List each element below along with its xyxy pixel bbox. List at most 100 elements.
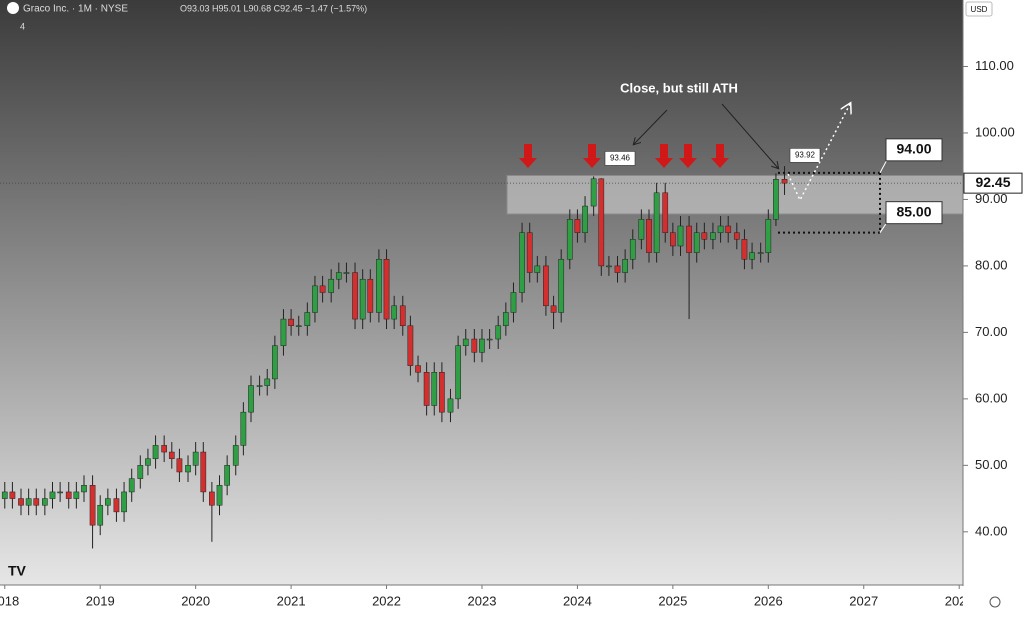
candle-body: [319, 285, 326, 293]
x-tick-label: 2019: [86, 593, 115, 608]
y-tick-label: 80.00: [975, 257, 1008, 272]
candle-body: [765, 219, 772, 253]
candle-body: [256, 385, 263, 387]
candle-body: [335, 272, 342, 280]
price-axis-panel: [963, 0, 1024, 617]
candle-body: [176, 458, 183, 473]
candle-body: [495, 325, 502, 340]
candle-body: [89, 485, 96, 526]
candle-body: [161, 445, 168, 453]
indicator-count: 4: [20, 21, 25, 31]
candle-body: [638, 219, 645, 240]
candle-body: [359, 278, 366, 320]
candle-body: [232, 445, 239, 466]
candle-body: [510, 292, 517, 313]
candle-body: [168, 451, 175, 459]
candle-body: [502, 312, 509, 326]
red-arrows: [519, 144, 729, 168]
projection-path: [787, 104, 850, 202]
candle-body: [104, 498, 111, 506]
x-tick-label: 2018: [0, 593, 19, 608]
candle-body: [462, 338, 469, 346]
candle-body: [9, 491, 16, 499]
x-tick-label: 2020: [181, 593, 210, 608]
x-tick-label: 2025: [658, 593, 687, 608]
currency-box[interactable]: [965, 1, 993, 17]
candle-body: [733, 232, 740, 240]
candle-body: [343, 272, 350, 274]
candle-body: [479, 338, 485, 353]
candle-body: [574, 219, 581, 233]
x-tick-label: 2026: [754, 593, 783, 608]
candle-body: [391, 305, 398, 320]
candle-body: [455, 345, 461, 400]
candle-body: [423, 372, 430, 406]
candle-body: [73, 491, 80, 499]
candle-body: [209, 491, 215, 506]
settings-icon[interactable]: [989, 596, 1001, 608]
candle-body: [701, 232, 708, 240]
candle-body: [185, 465, 191, 473]
callout-label: 93.92: [795, 150, 816, 159]
level-label: 85.00: [896, 203, 931, 219]
candle-body: [566, 219, 573, 260]
symbol: Graco Inc. · 1M · NYSE: [23, 4, 128, 15]
candle-body: [57, 491, 63, 494]
candle-body: [741, 239, 748, 260]
candle-body: [128, 478, 135, 493]
candle-body: [18, 498, 24, 506]
candle-body: [145, 458, 151, 466]
candle-body: [264, 378, 271, 386]
candle-body: [670, 232, 676, 247]
candle-body: [280, 318, 287, 346]
callout-box: [789, 148, 821, 163]
candle-body: [224, 465, 230, 486]
candle-body: [376, 259, 382, 313]
last-price-label: 92.45: [975, 174, 1010, 190]
candle-body: [49, 491, 56, 499]
candle-body: [646, 219, 652, 253]
candle-body: [614, 265, 621, 273]
candle-body: [677, 225, 684, 247]
currency[interactable]: USD: [971, 5, 988, 14]
annotation-arrow: [721, 103, 778, 168]
axis-corner: [963, 586, 987, 617]
candle-body: [272, 345, 278, 380]
plot-background: [0, 0, 963, 585]
candle-body: [582, 205, 588, 233]
candle-body: [781, 179, 788, 184]
level-box: [885, 138, 943, 162]
candle-body: [447, 398, 454, 413]
annotation-arrow: [634, 109, 668, 144]
candle-body: [25, 498, 32, 506]
y-tick-label: 90.00: [975, 191, 1008, 206]
candle-body: [81, 485, 87, 493]
candle-body: [352, 272, 358, 320]
candle-body: [519, 232, 525, 293]
candle-body: [590, 178, 597, 207]
candle-body: [598, 178, 605, 267]
y-tick-label: 70.00: [975, 324, 1008, 339]
candle-body: [42, 498, 48, 506]
candle-body: [97, 504, 104, 526]
candle-body: [328, 278, 335, 293]
candle-body: [693, 232, 700, 253]
candle-body: [248, 385, 254, 413]
candle-body: [399, 305, 406, 326]
annotation: Close, but still ATH: [620, 80, 738, 95]
candle-body: [749, 252, 755, 260]
y-tick-label: 100.00: [975, 124, 1015, 139]
candle-body: [710, 232, 716, 240]
candle-body: [415, 365, 421, 373]
candle-body: [113, 498, 120, 513]
level-label: 94.00: [896, 141, 931, 157]
candle-body: [65, 491, 72, 499]
candle-body: [686, 225, 692, 253]
candle-body: [216, 485, 223, 506]
x-tick-label: 2021: [277, 593, 306, 608]
candle-body: [137, 465, 144, 479]
candle-body: [653, 192, 660, 253]
y-tick-label: 40.00: [975, 523, 1008, 538]
y-tick-label: 50.00: [975, 457, 1008, 472]
